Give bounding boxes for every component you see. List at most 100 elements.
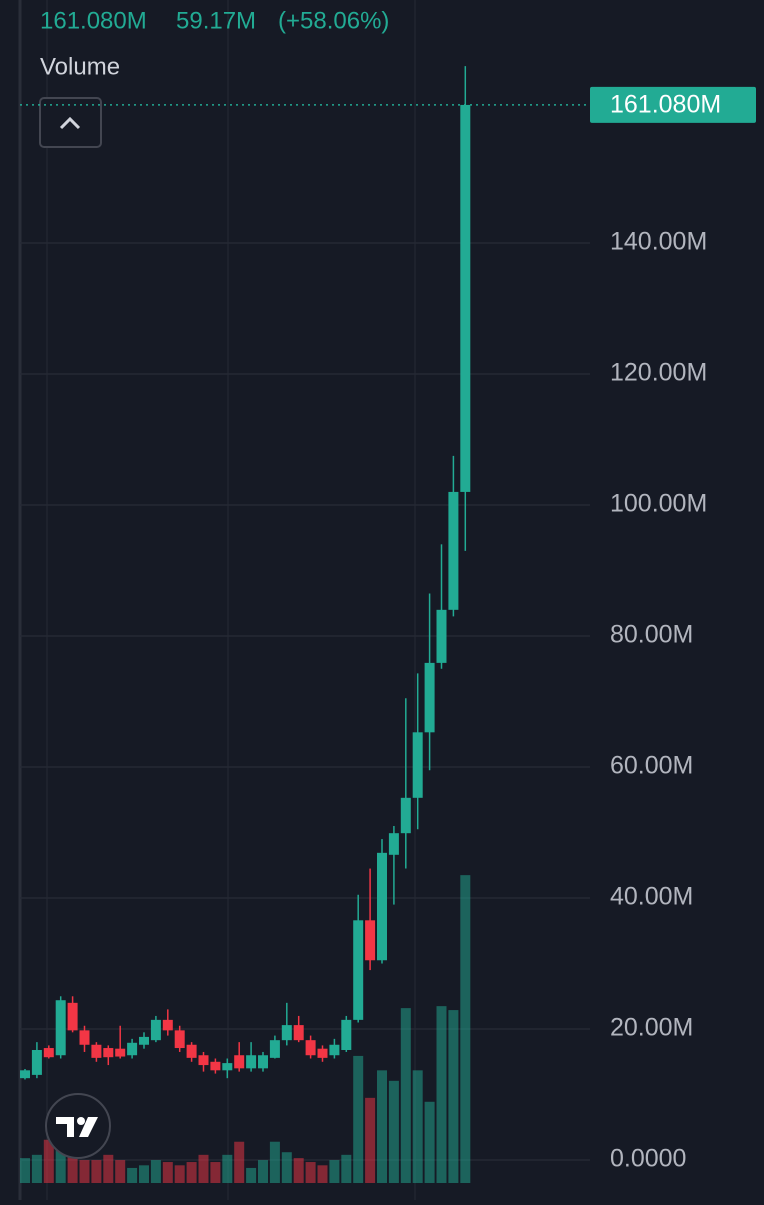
logo-mark[interactable] [56,1117,74,1137]
candle-body [436,609,447,663]
y-tick-label: 60.00M [610,752,693,780]
price-tag: 161.080M [20,86,756,123]
grid: 0.0000 20.00M 40.00M 60.00M 80.00M 100.00M 120… [20,228,707,1173]
candle-body [103,1048,114,1058]
pane-label: Volume [40,53,120,80]
volume-bar [305,1162,316,1183]
collapse-box[interactable] [39,97,102,148]
candle-body [341,1019,352,1050]
price-tag-box [590,86,756,123]
candle-body [31,1050,42,1075]
candle-body [412,732,423,798]
volume-bar [400,1008,411,1183]
header-percent: (+58.06%) [278,7,389,34]
volume-bar [127,1167,138,1183]
candle-body [115,1048,126,1057]
volume-bar [162,1162,173,1183]
volume-bar [424,1101,435,1183]
candle-body [365,920,376,961]
candle-body [317,1048,328,1058]
volume-bar [210,1162,221,1183]
volume-bar [412,1070,423,1183]
volume-bar [269,1141,280,1183]
volume-bars [20,875,471,1183]
candle-body [293,1025,304,1041]
header-value: 161.080M [40,7,147,34]
candle-body [388,833,399,855]
price-tag-label: 161.080M [610,91,721,119]
volume-bar [448,1010,459,1183]
y-tick-label: 0.0000 [610,1145,686,1173]
collapse-icon[interactable] [59,116,81,130]
volume-bar [103,1154,114,1183]
candle-body [43,1048,54,1058]
volume-bar [293,1158,304,1183]
candle-body [400,797,411,834]
volume-bar [281,1152,292,1183]
volume-bar [329,1160,340,1183]
candle-body [186,1044,197,1058]
volume-bar [341,1154,352,1183]
y-tick-label: 40.00M [610,883,693,911]
candle-body [174,1030,185,1049]
volume-bar [79,1160,90,1183]
logo-mark[interactable] [79,1117,98,1137]
logo[interactable] [45,1093,111,1159]
candle-body [222,1063,233,1071]
candle-body [91,1044,102,1058]
y-tick-label: 100.00M [610,490,707,518]
volume-bar [186,1162,197,1183]
candle-body [162,1019,173,1031]
candle-body [139,1036,149,1045]
volume-bar [174,1165,185,1183]
y-tick-label: 20.00M [610,1014,693,1042]
candle-body [448,491,459,610]
candle-body [198,1055,209,1066]
candle-body [79,1030,90,1045]
candle-body [127,1042,138,1056]
header-change: 59.17M [176,7,256,34]
candle-body [20,1070,30,1079]
candle-body [353,920,364,1020]
candle-body [234,1055,245,1069]
candle-body [269,1040,280,1058]
candle-body [305,1040,316,1056]
volume-bar [150,1160,161,1183]
volume-bar [198,1154,209,1183]
candle-body [329,1044,340,1056]
volume-bar [55,1150,66,1183]
collapse-button[interactable] [39,97,102,148]
volume-bar [67,1154,78,1183]
volume-bar [436,1006,447,1183]
candles [20,66,471,1080]
candle-body [258,1055,268,1069]
logo-circle[interactable] [45,1093,111,1159]
logo-dot[interactable] [77,1117,85,1125]
candle-body [246,1055,257,1069]
candle-body [210,1061,221,1071]
y-tick-label: 80.00M [610,621,693,649]
volume-bar [388,1080,399,1183]
candle-body [281,1025,292,1041]
volume-bar [258,1160,268,1183]
y-tick-label: 140.00M [610,228,707,256]
volume-bar [222,1154,233,1183]
candle-body [150,1019,161,1041]
candle-body [55,1000,66,1056]
volume-bar [20,1158,30,1183]
candle-body [377,852,387,961]
volume-bar [234,1141,245,1183]
volume-bar [317,1165,328,1183]
candle-body [424,662,435,733]
candle-body [67,1002,78,1031]
y-tick-label: 120.00M [610,359,707,387]
volume-bar [43,1139,54,1183]
volume-bar [377,1070,387,1183]
volume-bar [139,1165,149,1183]
volume-bar [460,875,471,1183]
candle-body [460,104,471,492]
volume-bar [353,1055,364,1183]
